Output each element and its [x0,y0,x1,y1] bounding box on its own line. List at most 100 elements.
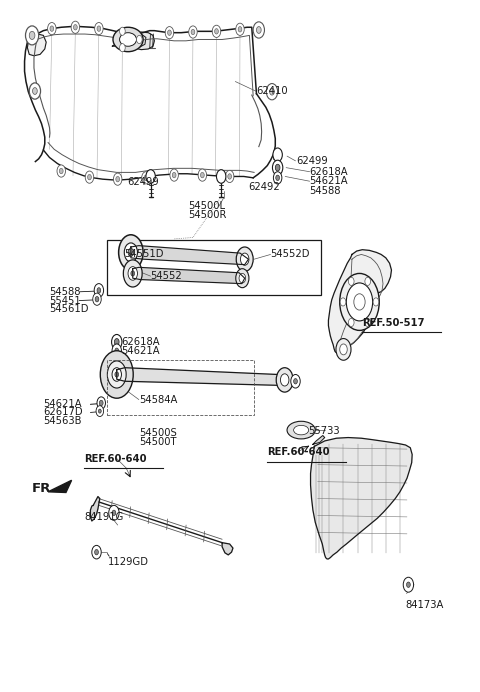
Text: REF.50-517: REF.50-517 [362,318,425,328]
Circle shape [346,283,372,321]
Circle shape [365,318,371,327]
Circle shape [348,318,354,327]
Circle shape [128,266,137,280]
Circle shape [373,298,379,306]
Text: 84173A: 84173A [406,600,444,610]
Circle shape [112,510,116,516]
Circle shape [48,23,56,35]
Circle shape [115,372,119,377]
Circle shape [239,273,246,283]
Circle shape [228,174,231,179]
Text: 1129GD: 1129GD [108,556,149,567]
Circle shape [240,253,249,265]
Circle shape [266,84,277,100]
Circle shape [340,298,346,306]
Circle shape [146,170,156,183]
Circle shape [60,168,63,174]
Circle shape [85,171,94,183]
Ellipse shape [120,33,136,46]
Circle shape [212,25,221,37]
Bar [108,360,254,415]
Circle shape [95,296,99,302]
Circle shape [97,397,106,409]
Text: 54563B: 54563B [43,417,82,426]
Circle shape [95,23,103,35]
Polygon shape [90,497,100,521]
Text: REF.60-640: REF.60-640 [267,448,329,457]
Polygon shape [133,267,245,284]
Circle shape [120,44,125,52]
Bar [108,239,322,295]
Circle shape [256,26,261,33]
Polygon shape [328,250,392,354]
Circle shape [365,277,371,285]
Circle shape [142,172,150,184]
Circle shape [112,344,121,358]
Text: 54621A: 54621A [121,346,160,356]
Text: REF.60-640: REF.60-640 [84,453,146,464]
Circle shape [96,406,104,417]
Polygon shape [117,367,287,385]
Polygon shape [131,246,249,264]
Circle shape [113,173,122,185]
Circle shape [274,172,282,184]
Text: 54552: 54552 [151,271,182,281]
Circle shape [294,379,298,384]
Text: 54561D: 54561D [49,304,89,314]
Circle shape [236,247,253,271]
Circle shape [336,338,351,361]
Ellipse shape [287,421,315,439]
Text: 62618A: 62618A [121,337,160,347]
Ellipse shape [113,27,143,52]
Circle shape [216,170,226,183]
Circle shape [201,172,204,178]
Polygon shape [118,32,155,50]
Polygon shape [112,34,146,49]
Circle shape [407,582,410,588]
Text: 62617D: 62617D [43,408,83,417]
Circle shape [172,172,176,178]
Circle shape [98,409,101,413]
Circle shape [94,284,104,297]
Circle shape [112,367,121,381]
Circle shape [114,338,119,345]
Circle shape [198,169,206,181]
Circle shape [97,26,101,31]
Circle shape [50,26,54,31]
Text: 54588: 54588 [310,185,341,196]
Circle shape [165,26,174,39]
Circle shape [92,545,101,559]
Circle shape [87,174,91,180]
Circle shape [215,28,218,34]
Text: 84191G: 84191G [85,512,124,522]
Circle shape [273,148,282,161]
Circle shape [403,577,414,592]
Circle shape [136,35,142,44]
Circle shape [168,30,171,35]
Circle shape [108,361,126,388]
Text: 54551D: 54551D [124,249,163,260]
Circle shape [128,248,134,257]
Text: 62499: 62499 [297,156,328,166]
Circle shape [236,268,249,288]
Circle shape [170,169,179,181]
Circle shape [144,175,148,181]
Circle shape [109,505,119,520]
Circle shape [340,344,347,355]
Circle shape [123,260,142,287]
Circle shape [124,243,137,262]
Circle shape [276,367,293,392]
Circle shape [120,27,125,35]
Circle shape [226,170,234,183]
Text: 62499: 62499 [127,177,159,187]
Text: 55733: 55733 [308,426,339,437]
Circle shape [131,271,134,276]
Circle shape [95,549,98,555]
Circle shape [116,176,120,182]
Circle shape [253,22,264,38]
Polygon shape [311,437,412,559]
Text: 62410: 62410 [256,86,288,96]
Circle shape [238,26,242,32]
Circle shape [276,175,279,181]
Circle shape [354,294,365,310]
